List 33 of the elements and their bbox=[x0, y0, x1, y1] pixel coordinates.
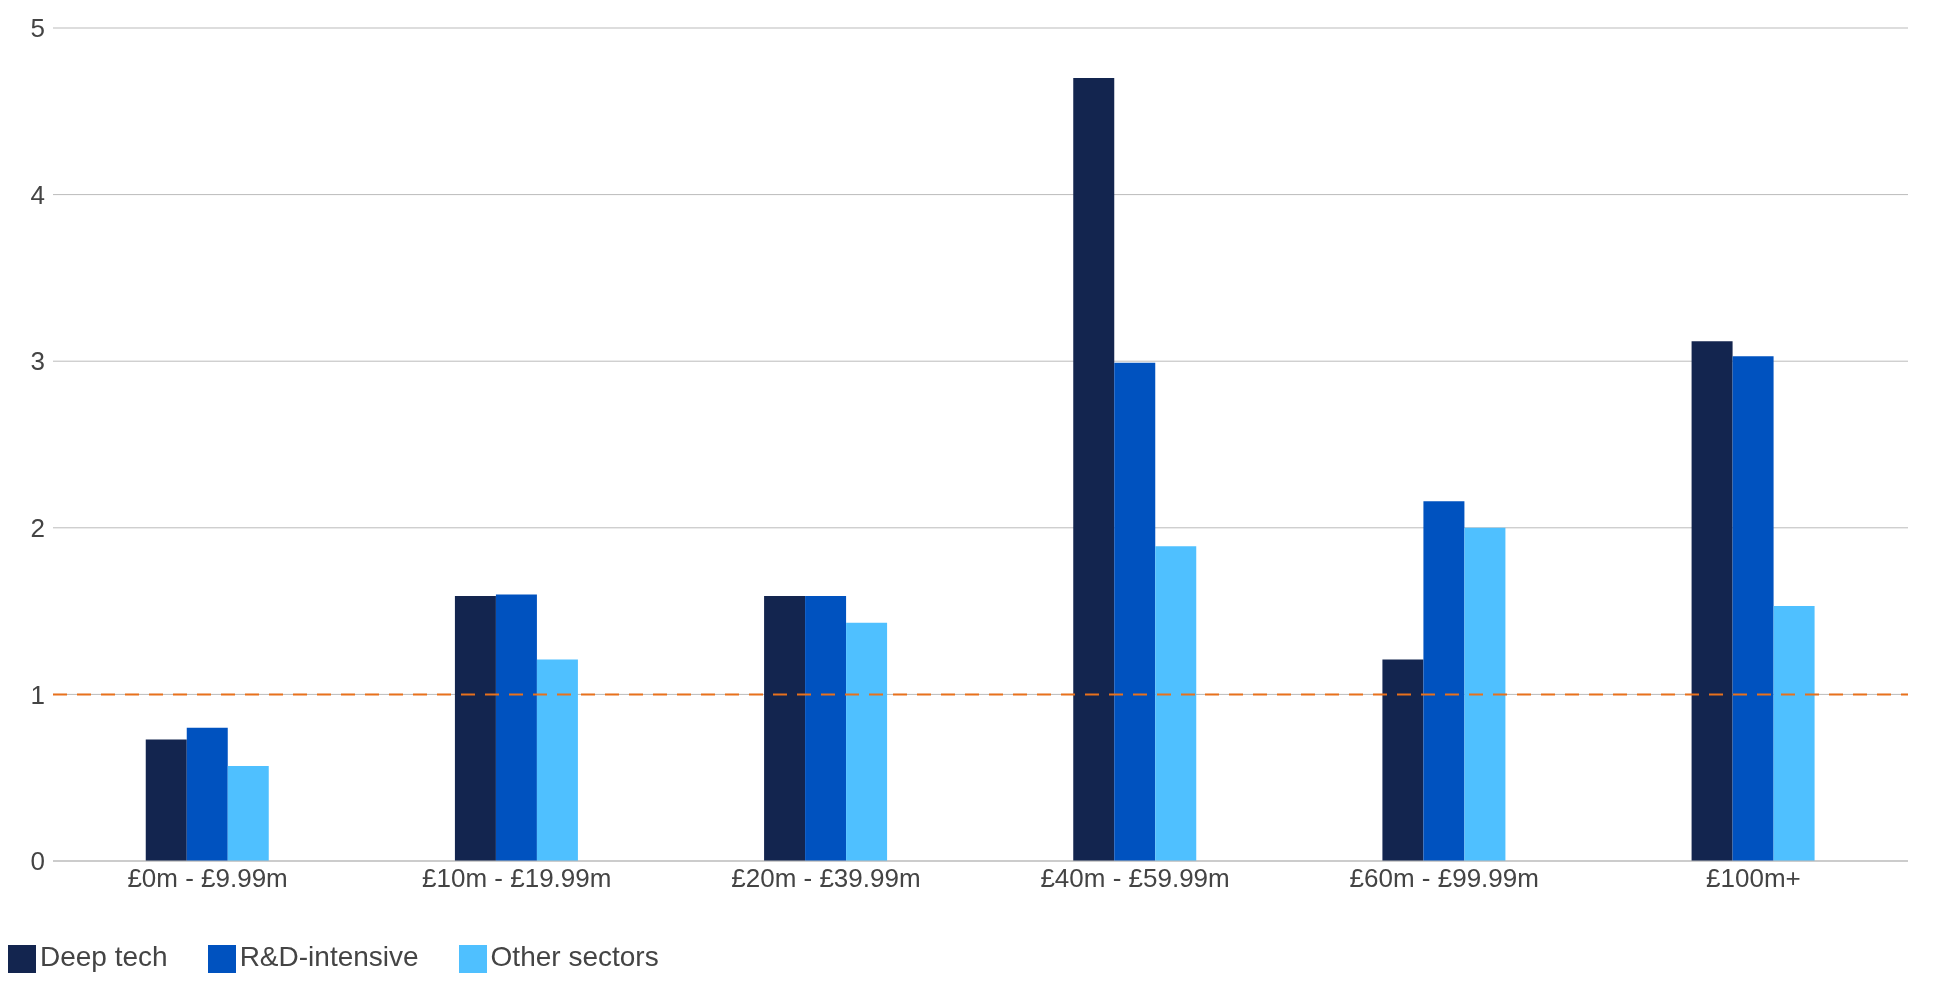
bar bbox=[1073, 77, 1115, 861]
bar bbox=[495, 594, 537, 861]
y-tick-label: 1 bbox=[30, 679, 45, 710]
legend-label: R&D-intensive bbox=[239, 941, 419, 972]
bar bbox=[846, 622, 888, 861]
y-tick-label: 2 bbox=[30, 513, 45, 544]
bar bbox=[764, 596, 806, 861]
bar bbox=[1691, 341, 1733, 861]
legend-label: Other sectors bbox=[490, 941, 659, 972]
bar bbox=[186, 727, 228, 861]
y-tick-label: 3 bbox=[30, 346, 45, 377]
bar bbox=[1382, 659, 1424, 861]
bar bbox=[1732, 356, 1774, 861]
y-tick-label: 4 bbox=[30, 179, 45, 210]
bar bbox=[145, 739, 187, 861]
bar bbox=[227, 766, 269, 861]
x-tick-label: £100m+ bbox=[1706, 863, 1801, 894]
bar bbox=[536, 659, 578, 861]
bar bbox=[1114, 362, 1156, 861]
bar bbox=[1155, 546, 1197, 861]
x-tick-label: £60m - £99.99m bbox=[1349, 863, 1539, 894]
bar bbox=[805, 596, 847, 861]
x-tick-label: £40m - £59.99m bbox=[1040, 863, 1230, 894]
x-tick-label: £0m - £9.99m bbox=[127, 863, 288, 894]
bar bbox=[1773, 606, 1815, 861]
y-tick-label: 0 bbox=[30, 846, 45, 877]
legend-label: Deep tech bbox=[40, 941, 168, 972]
bar bbox=[1423, 501, 1465, 861]
bar bbox=[1464, 527, 1506, 861]
bar bbox=[454, 596, 496, 861]
y-tick-label: 5 bbox=[30, 13, 45, 44]
x-tick-label: £10m - £19.99m bbox=[422, 863, 612, 894]
x-tick-label: £20m - £39.99m bbox=[731, 863, 921, 894]
